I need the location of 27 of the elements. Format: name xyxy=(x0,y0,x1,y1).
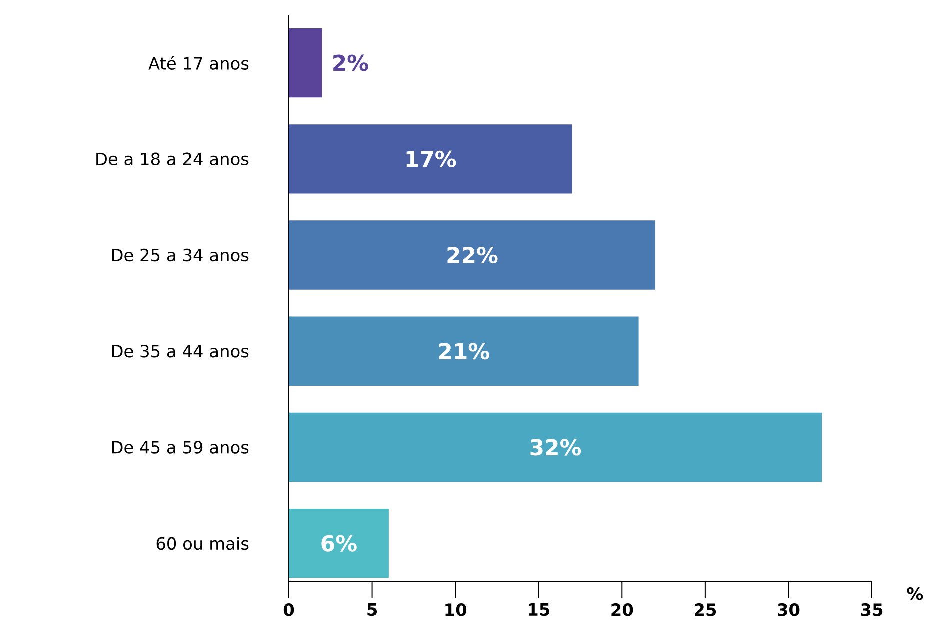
bar xyxy=(289,412,822,482)
y-tick-label: 60 ou mais xyxy=(156,537,249,550)
bar xyxy=(289,316,639,386)
x-tick-label: 20 xyxy=(612,604,634,616)
y-tick-label: De 25 a 34 anos xyxy=(112,248,249,262)
x-tick-label: 35 xyxy=(861,604,883,616)
data-label: 21% xyxy=(439,343,490,360)
data-label: 6% xyxy=(322,535,357,552)
y-tick-label: De 35 a 44 anos xyxy=(112,344,249,358)
x-tick-label: 5 xyxy=(368,604,378,616)
x-axis-title: % xyxy=(907,588,924,600)
bar xyxy=(289,220,656,290)
y-tick-label: Até 17 anos xyxy=(148,56,249,70)
data-label: 22% xyxy=(448,246,498,264)
x-tick-label: 15 xyxy=(528,604,550,616)
bar xyxy=(289,508,389,578)
bar xyxy=(289,124,572,194)
x-tick-label: 0 xyxy=(284,604,294,616)
data-label: 2% xyxy=(334,54,368,72)
x-tick-label: 10 xyxy=(446,604,467,616)
y-tick-label: De a 18 a 24 anos xyxy=(96,152,249,166)
data-label: 32% xyxy=(530,439,582,456)
x-tick-label: 30 xyxy=(778,604,800,616)
x-tick-label: 25 xyxy=(694,604,716,616)
data-label: 17% xyxy=(406,150,456,168)
y-tick-label: De 45 a 59 anos xyxy=(112,441,249,454)
bar xyxy=(289,28,322,98)
